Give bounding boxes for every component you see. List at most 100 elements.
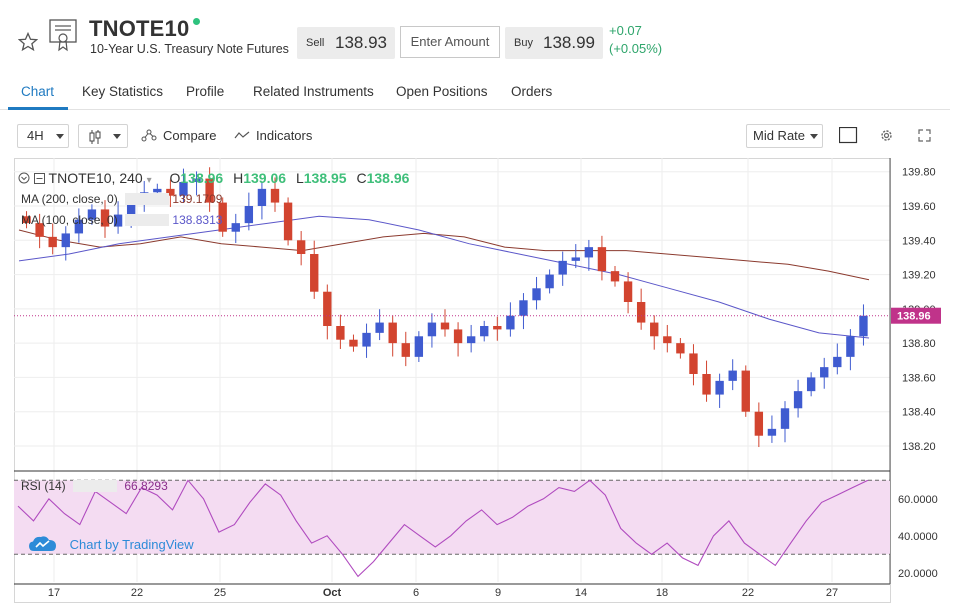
candle-body: [767, 428, 777, 436]
candle-body: [296, 240, 306, 254]
indicators-icon[interactable]: [234, 131, 250, 139]
candle-body: [74, 219, 84, 234]
candlestick-icon: [89, 130, 101, 144]
time-tick-label: 27: [826, 587, 838, 599]
candle-body: [859, 315, 868, 337]
legend-high: 139.06: [243, 170, 287, 186]
time-tick-label: 17: [48, 587, 60, 599]
sell-label: Sell: [306, 37, 325, 49]
tradingview-watermark[interactable]: Chart by TradingView: [28, 534, 194, 554]
certificate-icon: [49, 19, 77, 52]
candle-body: [663, 336, 672, 344]
candle-body: [728, 370, 737, 381]
instrument-symbol: TNOTE10: [89, 16, 190, 41]
candle-body: [192, 178, 201, 182]
ma100-controls[interactable]: [125, 214, 170, 226]
interval-select[interactable]: 4H: [17, 124, 69, 148]
legend-low-label: L: [295, 170, 304, 186]
candle-body: [375, 322, 384, 333]
price-tick-label: 138.20: [902, 441, 936, 453]
tab-orders[interactable]: Orders: [511, 84, 553, 99]
gear-icon[interactable]: [879, 128, 894, 143]
buy-label: Buy: [514, 37, 533, 49]
indicators-button[interactable]: Indicators: [256, 128, 313, 143]
buy-price: 138.99: [543, 33, 595, 52]
compare-button[interactable]: Compare: [163, 128, 217, 143]
instrument-header: TNOTE10 10-Year U.S. Treasury Note Futur…: [0, 0, 967, 70]
candle-body: [623, 281, 633, 302]
time-tick-label: 14: [575, 587, 587, 599]
compare-icon[interactable]: [141, 128, 157, 142]
price-tick-label: 139.40: [902, 235, 936, 247]
chevron-down-icon: [56, 134, 64, 139]
candle-body: [283, 202, 293, 241]
fullscreen-box-icon[interactable]: [839, 127, 858, 144]
candle-body: [231, 223, 240, 232]
tab-related-instruments[interactable]: Related Instruments: [253, 84, 374, 99]
candle-body: [336, 326, 345, 340]
ma200-line: [18, 229, 870, 281]
candle-body: [87, 209, 97, 220]
tab-open-positions[interactable]: Open Positions: [396, 84, 488, 99]
tab-key-statistics[interactable]: Key Statistics: [82, 84, 164, 99]
chart-type-select[interactable]: [78, 124, 128, 148]
rsi-controls[interactable]: [73, 480, 118, 492]
tab-bar: Chart Key Statistics Profile Related Ins…: [0, 80, 950, 110]
candle-body: [780, 408, 790, 429]
tab-chart[interactable]: Chart: [21, 84, 55, 99]
chart-area[interactable]: 139.80139.60139.40139.20139.00138.80138.…: [14, 158, 942, 603]
candle-body: [48, 236, 57, 248]
candle-body: [558, 260, 567, 275]
candle-body: [362, 332, 371, 347]
sell-button[interactable]: Sell 138.93: [297, 27, 395, 59]
candle-body: [650, 322, 659, 337]
time-tick-label: 18: [656, 587, 668, 599]
time-tick-label: 25: [214, 587, 226, 599]
candle-body: [493, 326, 502, 330]
candle-body: [323, 291, 332, 326]
amount-input[interactable]: Enter Amount: [400, 26, 500, 58]
sell-price: 138.93: [335, 33, 387, 52]
ma200-label: MA (200, close, 0): [21, 192, 118, 206]
time-tick-label: 6: [413, 587, 419, 599]
price-change-pct: (+0.05%): [609, 41, 663, 56]
market-status-indicator: [193, 18, 200, 25]
candle-body: [22, 216, 31, 224]
candle-body: [610, 271, 620, 282]
candle-body: [519, 300, 528, 316]
candle-body: [689, 353, 698, 374]
price-mode-select[interactable]: Mid Rate: [746, 124, 823, 148]
price-tick-label: 139.20: [902, 270, 936, 282]
rsi-value: 66.8293: [124, 479, 168, 493]
time-tick-label: 9: [495, 587, 501, 599]
cloud-icon: [29, 536, 56, 551]
chevron-down-icon: [113, 134, 121, 139]
expand-icon[interactable]: [918, 129, 931, 142]
candle-body: [846, 336, 855, 357]
chevron-down-circle-icon[interactable]: [18, 172, 30, 184]
candle-body: [480, 326, 489, 337]
candle-body: [205, 178, 214, 203]
price-chart[interactable]: 139.80139.60139.40139.20139.00138.80138.…: [14, 158, 942, 603]
price-change-abs: +0.07: [609, 23, 642, 38]
candle-body: [715, 380, 724, 395]
candle-body: [545, 274, 554, 289]
tab-profile[interactable]: Profile: [186, 84, 225, 99]
chevron-down-icon: [810, 134, 818, 139]
collapse-icon[interactable]: [33, 173, 45, 184]
candle-body: [61, 233, 70, 248]
legend-ma100: MA (100, close, 0) 138.8313: [21, 213, 222, 227]
price-tick-label: 139.60: [902, 201, 936, 213]
legend-dropdown-arrow: ▾: [146, 175, 152, 186]
ma200-controls[interactable]: [125, 193, 170, 205]
legend-main: TNOTE10, 240 ▾ O138.96 H139.06 L138.95 C…: [18, 170, 409, 186]
candle-body: [113, 214, 123, 227]
price-tick-label: 139.80: [902, 167, 936, 179]
candle-body: [466, 336, 476, 344]
candle-body: [388, 322, 397, 344]
candle-body: [833, 356, 842, 368]
buy-button[interactable]: Buy 138.99: [505, 27, 603, 59]
candle-body: [741, 370, 750, 412]
star-icon[interactable]: [18, 32, 38, 52]
candle-body: [401, 343, 410, 357]
